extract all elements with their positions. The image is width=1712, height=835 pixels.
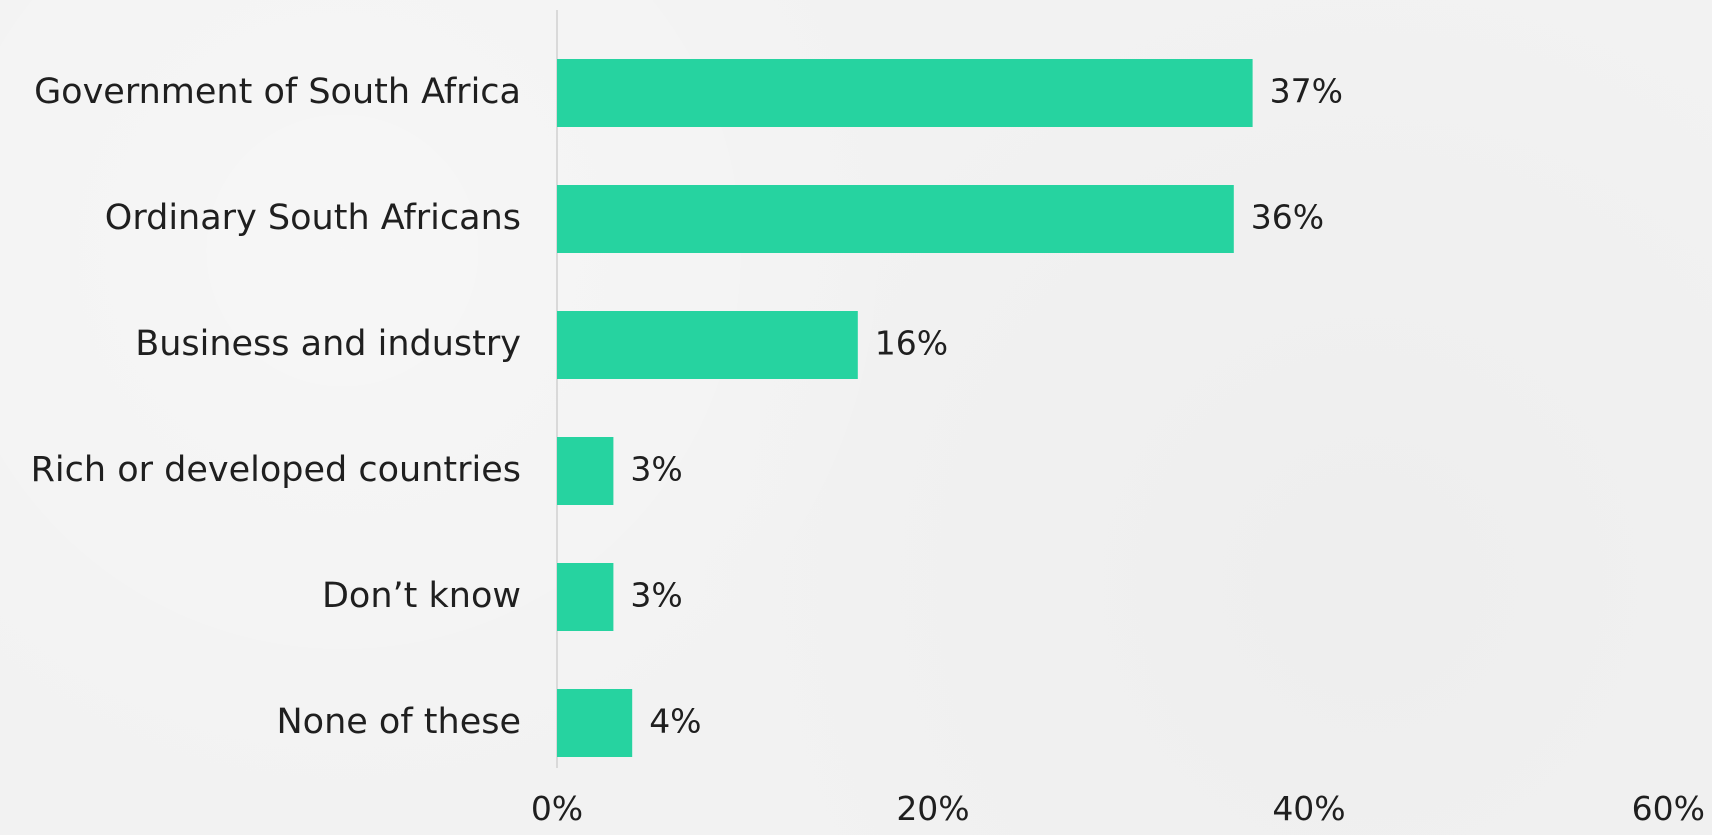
bar [557,311,858,379]
value-labels: 37% 36% 16% 3% 3% 4% [630,72,1343,741]
bar [557,59,1253,127]
value-label: 3% [630,450,682,489]
value-label: 4% [649,702,701,741]
x-tick-label: 0% [531,789,583,828]
bar [557,185,1234,253]
category-labels: Government of South Africa Ordinary South… [31,72,521,742]
value-label: 16% [875,324,948,363]
x-axis-tick-labels: 0% 20% 40% 60% [531,789,1705,828]
value-label: 3% [630,576,682,615]
x-tick-label: 20% [896,789,969,828]
value-label: 37% [1270,72,1343,111]
category-label: Business and industry [135,324,521,364]
category-label: None of these [276,702,521,742]
bars [557,59,1253,757]
x-tick-label: 60% [1632,789,1705,828]
category-label: Government of South Africa [34,72,521,112]
bar [557,437,613,505]
value-label: 36% [1251,198,1324,237]
category-label: Ordinary South Africans [105,198,521,238]
bar [557,563,613,631]
category-label: Don’t know [322,576,521,616]
x-tick-label: 40% [1272,789,1345,828]
category-label: Rich or developed countries [31,450,521,490]
bar [557,689,632,757]
